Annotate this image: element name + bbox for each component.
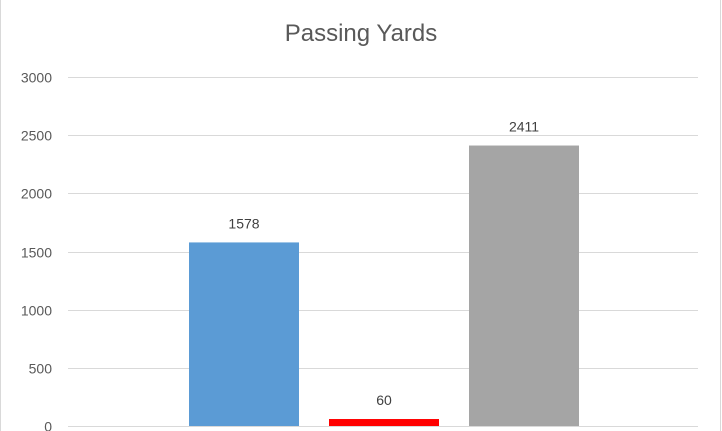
y-tick-label: 3000 xyxy=(21,70,52,86)
bar-1 xyxy=(189,242,299,426)
y-tick-label: 2500 xyxy=(21,128,52,144)
data-label: 60 xyxy=(376,392,392,408)
y-tick-label: 0 xyxy=(44,419,52,431)
chart-title: Passing Yards xyxy=(284,20,438,47)
data-label: 1578 xyxy=(228,215,259,231)
bar-3 xyxy=(469,145,579,427)
y-tick-label: 2000 xyxy=(21,186,52,202)
bar-2 xyxy=(329,419,439,426)
data-label: 2411 xyxy=(509,119,539,135)
y-tick-label: 500 xyxy=(29,361,53,377)
y-tick-label: 1000 xyxy=(21,303,52,319)
y-tick-label: 1500 xyxy=(21,245,52,261)
